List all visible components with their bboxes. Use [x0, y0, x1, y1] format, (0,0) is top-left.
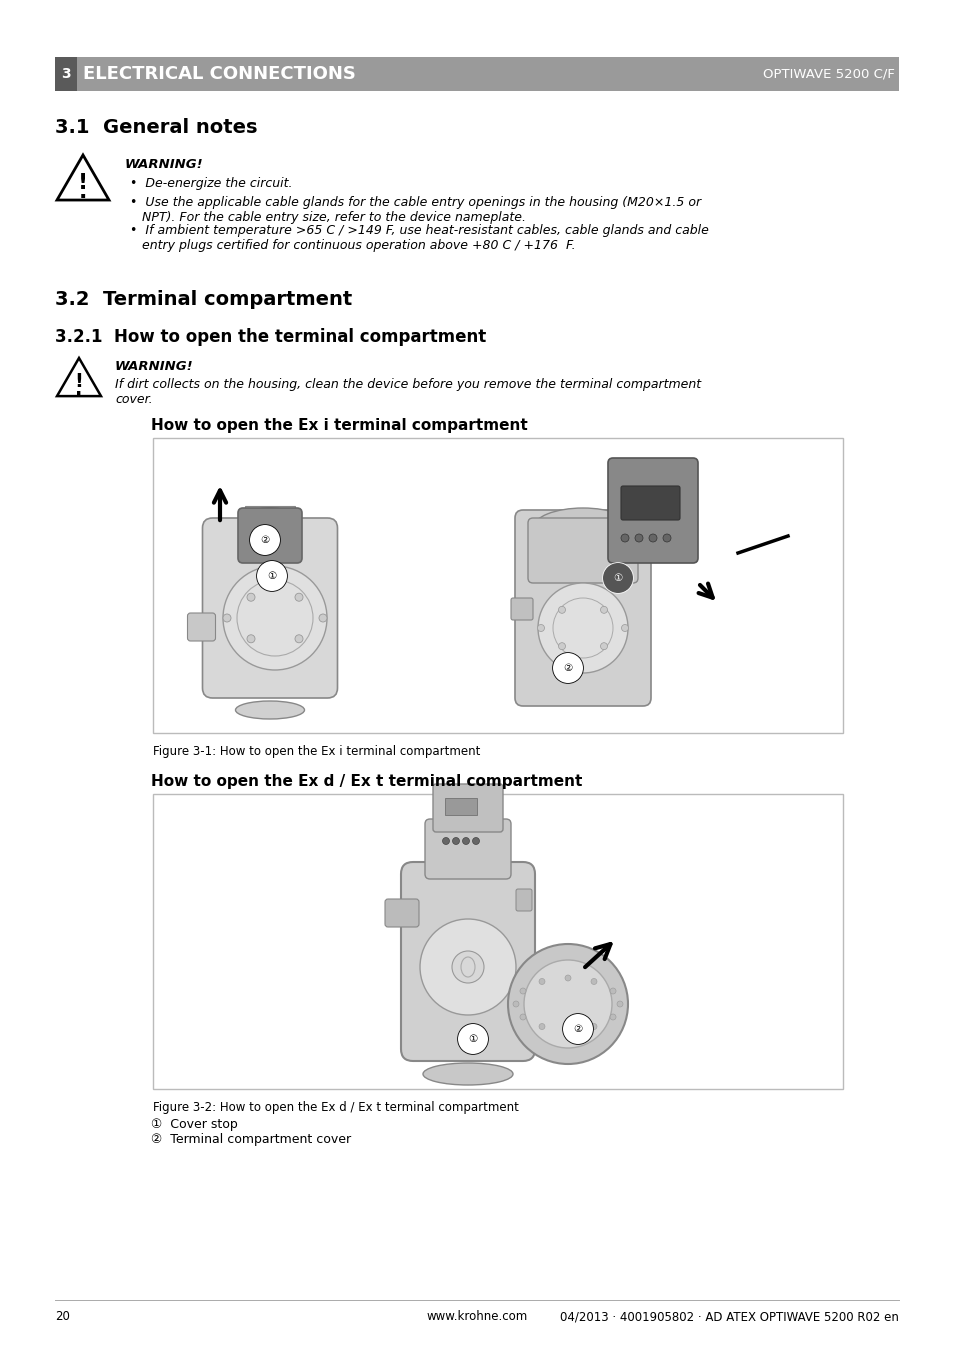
FancyBboxPatch shape: [527, 517, 638, 584]
Text: 20: 20: [55, 1310, 70, 1323]
Circle shape: [247, 593, 254, 601]
Text: ①: ①: [613, 573, 622, 584]
Text: If dirt collects on the housing, clean the device before you remove the terminal: If dirt collects on the housing, clean t…: [115, 378, 700, 390]
FancyBboxPatch shape: [620, 486, 679, 520]
FancyBboxPatch shape: [237, 508, 302, 563]
Text: .: .: [79, 182, 87, 201]
Text: How to open the Ex i terminal compartment: How to open the Ex i terminal compartmen…: [151, 417, 527, 434]
Bar: [245, 507, 294, 549]
FancyBboxPatch shape: [515, 509, 650, 707]
Circle shape: [648, 534, 657, 542]
Circle shape: [442, 838, 449, 844]
Text: 04/2013 · 4001905802 · AD ATEX OPTIWAVE 5200 R02 en: 04/2013 · 4001905802 · AD ATEX OPTIWAVE …: [559, 1310, 898, 1323]
Bar: [55, 57, 77, 91]
Circle shape: [247, 635, 254, 643]
Circle shape: [537, 624, 544, 631]
Circle shape: [452, 838, 459, 844]
Text: www.krohne.com: www.krohne.com: [426, 1310, 527, 1323]
Text: ②: ②: [573, 1024, 582, 1034]
FancyBboxPatch shape: [444, 798, 476, 815]
Circle shape: [294, 593, 303, 601]
Text: WARNING!: WARNING!: [115, 359, 193, 373]
Ellipse shape: [533, 508, 633, 549]
Text: ②: ②: [260, 535, 270, 544]
Circle shape: [617, 1001, 622, 1006]
Circle shape: [609, 1015, 616, 1020]
Text: Figure 3-2: How to open the Ex d / Ex t terminal compartment: Figure 3-2: How to open the Ex d / Ex t …: [152, 1101, 518, 1115]
Bar: [55, 57, 898, 91]
Text: .: .: [75, 380, 83, 399]
Text: •  If ambient temperature >65 C / >149 F, use heat-resistant cables, cable gland: • If ambient temperature >65 C / >149 F,…: [130, 224, 708, 236]
FancyBboxPatch shape: [400, 862, 535, 1061]
Text: ①  Cover stop: ① Cover stop: [151, 1119, 237, 1131]
FancyBboxPatch shape: [433, 784, 502, 832]
FancyBboxPatch shape: [188, 613, 215, 640]
Text: •  Use the applicable cable glands for the cable entry openings in the housing (: • Use the applicable cable glands for th…: [130, 196, 700, 209]
FancyBboxPatch shape: [424, 819, 511, 880]
Circle shape: [513, 1001, 518, 1006]
Circle shape: [318, 613, 327, 621]
Circle shape: [590, 978, 597, 985]
Text: 3.1  General notes: 3.1 General notes: [55, 118, 257, 136]
Circle shape: [564, 1027, 571, 1034]
Text: OPTIWAVE 5200 C/F: OPTIWAVE 5200 C/F: [762, 68, 894, 81]
Text: entry plugs certified for continuous operation above +80 C / +176  F.: entry plugs certified for continuous ope…: [142, 239, 575, 253]
Circle shape: [620, 624, 628, 631]
FancyBboxPatch shape: [511, 598, 533, 620]
FancyBboxPatch shape: [516, 889, 532, 911]
Circle shape: [537, 584, 627, 673]
Circle shape: [223, 566, 327, 670]
Text: !: !: [78, 173, 88, 193]
Circle shape: [558, 607, 565, 613]
Text: •  De-energize the circuit.: • De-energize the circuit.: [130, 177, 293, 190]
FancyBboxPatch shape: [424, 1025, 511, 1056]
Circle shape: [519, 988, 525, 994]
Text: cover.: cover.: [115, 393, 152, 407]
Text: 3: 3: [61, 68, 71, 81]
Text: 3.2.1  How to open the terminal compartment: 3.2.1 How to open the terminal compartme…: [55, 328, 486, 346]
Circle shape: [635, 534, 642, 542]
Circle shape: [507, 944, 627, 1065]
Circle shape: [538, 1024, 544, 1029]
Ellipse shape: [254, 527, 274, 544]
Text: !: !: [74, 372, 83, 392]
Circle shape: [599, 643, 607, 650]
Text: How to open the Ex d / Ex t terminal compartment: How to open the Ex d / Ex t terminal com…: [151, 774, 581, 789]
Circle shape: [462, 838, 469, 844]
Text: ②: ②: [563, 663, 572, 673]
Circle shape: [294, 635, 303, 643]
Circle shape: [523, 961, 612, 1048]
FancyBboxPatch shape: [607, 458, 698, 563]
Text: NPT). For the cable entry size, refer to the device nameplate.: NPT). For the cable entry size, refer to…: [142, 211, 525, 224]
Ellipse shape: [422, 1063, 513, 1085]
Circle shape: [223, 613, 231, 621]
Circle shape: [620, 534, 628, 542]
FancyBboxPatch shape: [385, 898, 418, 927]
Polygon shape: [57, 155, 109, 200]
Text: ②  Terminal compartment cover: ② Terminal compartment cover: [151, 1133, 351, 1146]
Circle shape: [590, 1024, 597, 1029]
Text: ELECTRICAL CONNECTIONS: ELECTRICAL CONNECTIONS: [83, 65, 355, 82]
Ellipse shape: [242, 508, 297, 528]
FancyBboxPatch shape: [202, 517, 337, 698]
Circle shape: [662, 534, 670, 542]
Text: WARNING!: WARNING!: [125, 158, 203, 172]
Text: Figure 3-1: How to open the Ex i terminal compartment: Figure 3-1: How to open the Ex i termina…: [152, 744, 480, 758]
Circle shape: [419, 919, 516, 1015]
Text: 3.2  Terminal compartment: 3.2 Terminal compartment: [55, 290, 352, 309]
Bar: [152, 794, 842, 1089]
Text: ①: ①: [468, 1034, 477, 1044]
Circle shape: [558, 643, 565, 650]
Circle shape: [472, 838, 479, 844]
Circle shape: [519, 1015, 525, 1020]
Circle shape: [599, 607, 607, 613]
Circle shape: [609, 988, 616, 994]
Text: ①: ①: [267, 571, 276, 581]
Circle shape: [564, 975, 571, 981]
Circle shape: [538, 978, 544, 985]
Polygon shape: [57, 358, 101, 396]
Ellipse shape: [235, 701, 304, 719]
Bar: [152, 438, 842, 734]
Circle shape: [452, 951, 483, 984]
